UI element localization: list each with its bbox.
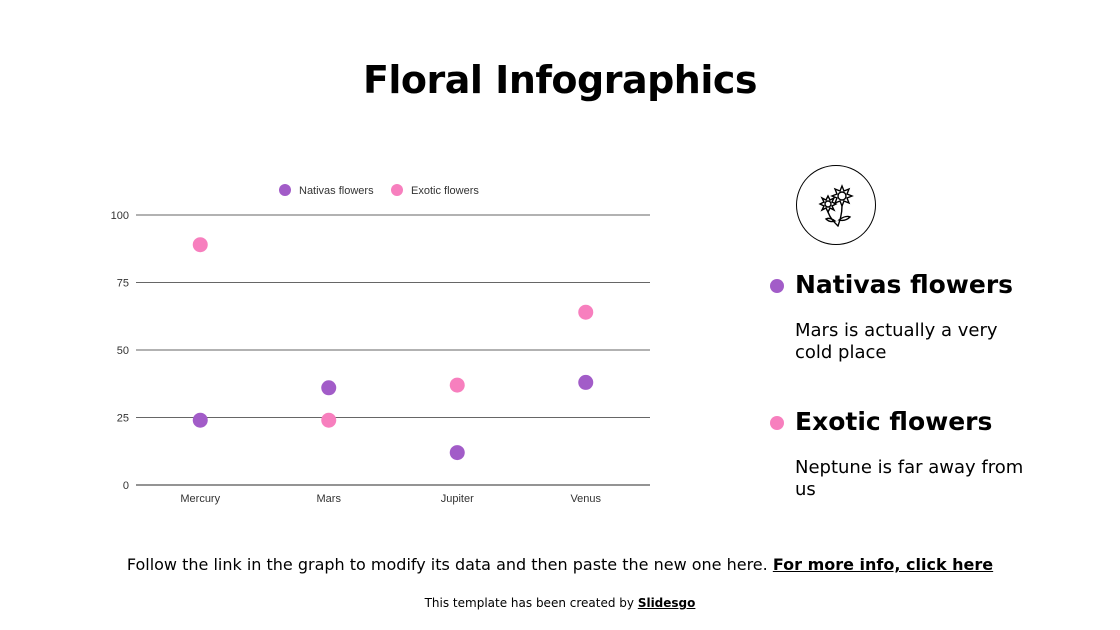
point-nativas-venus — [578, 374, 594, 390]
y-tick-label: 100 — [111, 210, 129, 222]
flower-icon — [818, 184, 854, 227]
point-nativas-mars — [321, 380, 337, 396]
point-nativas-mercury — [192, 412, 208, 428]
point-nativas-jupiter — [449, 445, 465, 461]
x-tick-label: Jupiter — [441, 493, 474, 505]
legend-desc-exotic: Neptune is far away from us — [795, 457, 1024, 500]
credit-text: This template has been created by — [424, 596, 634, 610]
point-exotic-mercury — [192, 237, 208, 253]
y-tick-label: 0 — [123, 480, 129, 492]
y-tick-label: 50 — [117, 345, 129, 357]
x-tick-label: Mercury — [180, 493, 220, 505]
legend-heading-exotic: Exotic flowers — [795, 407, 993, 436]
footer-text: Follow the link in the graph to modify i… — [126, 555, 768, 574]
legend-heading-nativas: Nativas flowers — [795, 270, 1014, 299]
x-tick-label: Mars — [317, 493, 342, 505]
nativas-dot-icon — [770, 279, 784, 293]
legend-desc-nativas: Mars is actually a very cold place — [795, 320, 998, 363]
point-exotic-venus — [578, 304, 594, 320]
point-exotic-mars — [321, 412, 337, 428]
credit-line: This template has been created by Slides… — [0, 596, 1120, 610]
chart-legend-label: Nativas flowers — [299, 185, 374, 197]
flower-icon-badge — [796, 165, 876, 245]
chart-legend-marker — [279, 184, 291, 196]
y-tick-label: 25 — [117, 413, 129, 425]
footer-note: Follow the link in the graph to modify i… — [0, 555, 1120, 574]
more-info-link[interactable]: For more info, click here — [772, 555, 994, 574]
exotic-dot-icon — [770, 416, 784, 430]
page-title: Floral Infographics — [362, 58, 758, 102]
scatter-chart: 0 25 50 75 100 Mercury Mars Jupiter Venus Nativas… — [111, 184, 650, 505]
chart-legend-label: Exotic flowers — [411, 185, 479, 197]
y-tick-label: 75 — [117, 278, 129, 290]
slidesgo-link[interactable]: Slidesgo — [637, 596, 696, 610]
point-exotic-jupiter — [449, 377, 465, 393]
x-tick-label: Venus — [570, 493, 601, 505]
chart-legend-marker — [391, 184, 403, 196]
